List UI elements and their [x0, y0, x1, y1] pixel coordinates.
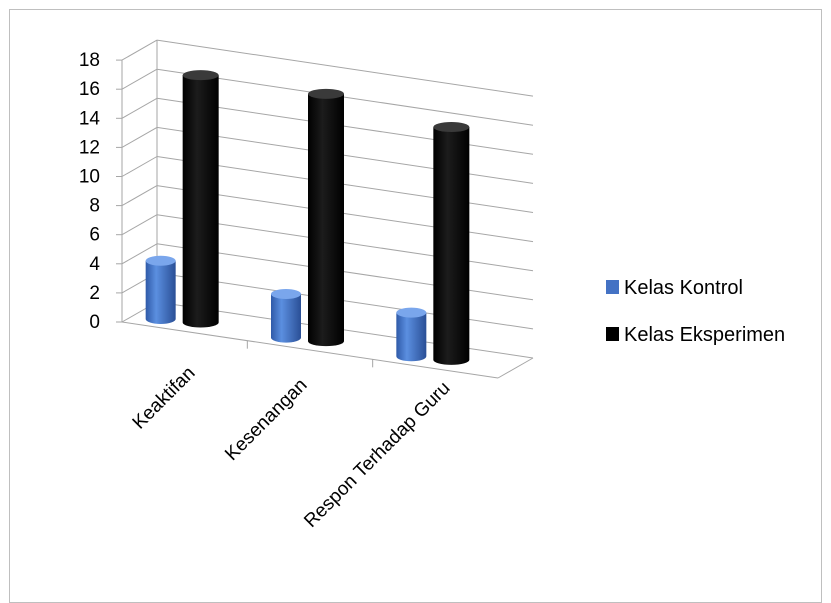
legend-label: Kelas Eksperimen — [624, 324, 785, 346]
bar-body — [145, 260, 176, 324]
bar-top — [182, 70, 219, 81]
bar-kelas-kontrol-0 — [145, 255, 176, 324]
gridline — [156, 97, 534, 155]
bar-top — [308, 88, 344, 99]
floor-front-edge — [121, 321, 499, 379]
gridline-side — [121, 126, 158, 148]
gridline — [156, 214, 534, 272]
gridline — [156, 68, 534, 126]
gridline-side — [121, 156, 158, 177]
bar-body — [308, 93, 344, 347]
y-tick-label: 16 — [79, 79, 100, 100]
bar-body — [182, 75, 219, 328]
bar-kelas-eksperimen-2 — [433, 122, 470, 365]
bars-layer — [145, 70, 470, 365]
y-tick-label: 10 — [79, 167, 100, 188]
y-tick-label: 6 — [89, 225, 100, 246]
gridline-side — [121, 39, 158, 61]
legend-layer: Kelas Kontrol Kelas Eksperimen — [606, 277, 785, 346]
y-tick-label: 14 — [79, 108, 101, 129]
legend-label: Kelas Kontrol — [624, 277, 743, 299]
y-tick-label: 0 — [89, 312, 100, 333]
y-tick-label: 8 — [89, 196, 100, 217]
gridline-side — [121, 68, 158, 90]
legend-item: Kelas Eksperimen — [606, 324, 785, 346]
bar-kelas-kontrol-1 — [271, 288, 301, 343]
category-label: Keaktifan — [129, 363, 200, 434]
gridline — [156, 272, 534, 330]
bar-body — [396, 312, 427, 362]
gridline — [156, 243, 534, 301]
category-label: Respon Terhadap Guru — [300, 378, 454, 532]
bar-top — [433, 122, 470, 133]
gridline — [156, 185, 534, 243]
labels-layer: 0 2 4 6 8 10 12 14 16 18 Keaktifan KesenanganRespon… — [79, 50, 455, 532]
y-tick-label: 12 — [79, 137, 100, 158]
bar-top — [396, 307, 427, 318]
y-tick-label: 2 — [89, 283, 100, 304]
gridline — [156, 301, 534, 359]
legend-swatch — [606, 280, 619, 294]
bar-top — [145, 255, 176, 266]
bar-kelas-eksperimen-1 — [308, 88, 344, 347]
y-tick-label: 4 — [89, 254, 100, 275]
y-tick-label: 18 — [79, 50, 100, 71]
bar-kelas-eksperimen-0 — [182, 70, 219, 328]
floor-right-edge — [497, 357, 534, 379]
bar-kelas-kontrol-2 — [396, 307, 427, 362]
category-label: Kesenangan — [221, 375, 311, 465]
gridline-side — [121, 214, 158, 236]
axes-layer — [116, 39, 534, 379]
legend-item: Kelas Kontrol — [606, 277, 743, 299]
gridline — [156, 126, 534, 184]
bar-body — [433, 127, 470, 365]
legend-swatch — [606, 327, 619, 341]
bar-top — [271, 288, 301, 299]
gridline — [156, 156, 534, 213]
gridline — [156, 39, 534, 97]
bar-body — [271, 293, 301, 343]
gridline-side — [121, 243, 158, 265]
gridline-side — [121, 97, 158, 119]
gridline-side — [121, 185, 158, 207]
